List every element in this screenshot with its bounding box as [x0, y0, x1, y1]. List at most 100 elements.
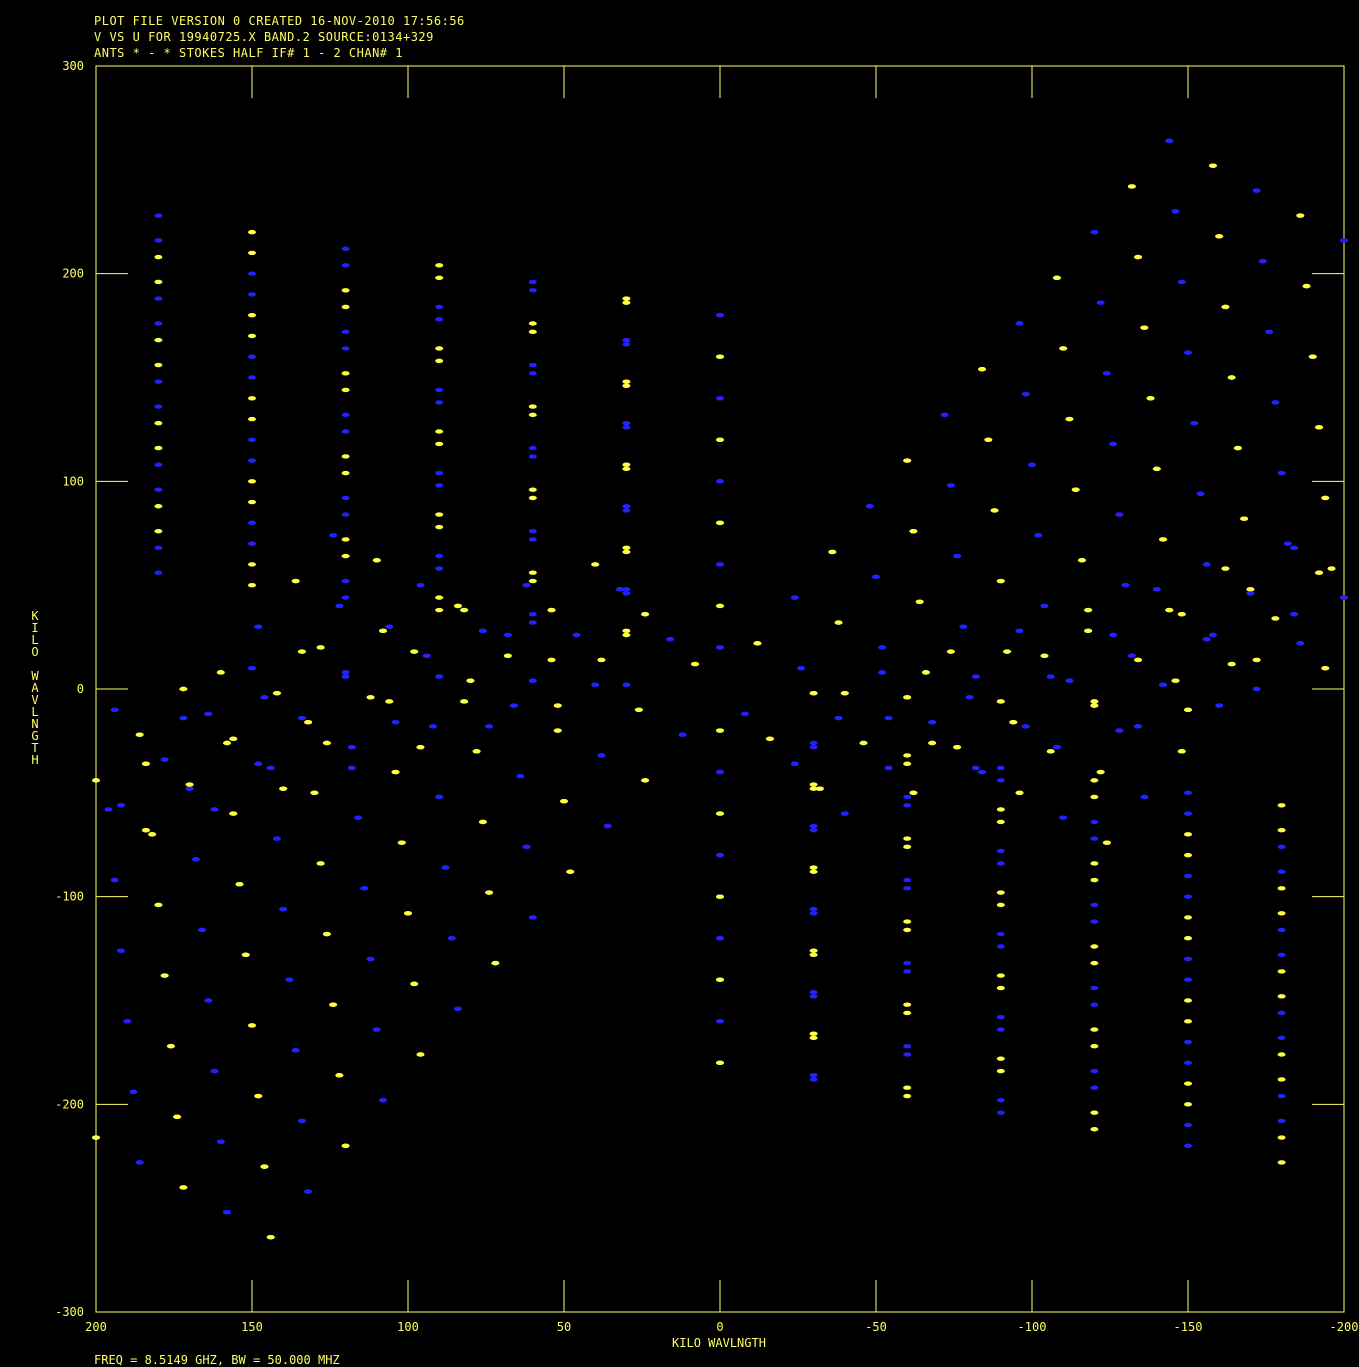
uv-point	[329, 533, 338, 538]
uv-point-mirror	[903, 1093, 912, 1099]
uv-point	[1277, 1052, 1286, 1057]
uv-point	[360, 886, 369, 891]
y-axis-label: KILO WAVLNGTH	[31, 609, 39, 767]
uv-point-mirror	[809, 1035, 818, 1041]
uv-point-mirror	[1271, 616, 1280, 621]
uv-point	[173, 1114, 182, 1119]
uv-point-mirror	[740, 711, 749, 717]
uv-point-mirror	[1221, 304, 1230, 310]
uv-point	[116, 948, 125, 953]
uv-point-mirror	[1134, 657, 1143, 663]
uv-point	[503, 653, 512, 658]
uv-point	[716, 728, 724, 733]
uv-point	[435, 346, 444, 351]
uv-point-mirror	[946, 483, 955, 488]
uv-point	[248, 229, 256, 235]
uv-point-mirror	[1215, 234, 1224, 239]
uv-point-mirror	[435, 607, 444, 613]
uv-point-mirror	[1077, 558, 1086, 563]
uv-point	[1090, 819, 1099, 825]
y-axis-label-char: W	[31, 669, 39, 683]
uv-point	[154, 504, 163, 509]
uv-point	[104, 807, 113, 812]
uv-point-mirror	[1184, 350, 1192, 355]
uv-point-mirror	[1208, 632, 1217, 638]
uv-point	[809, 948, 818, 953]
uv-point-mirror	[622, 383, 631, 389]
uv-point-mirror	[622, 300, 631, 305]
uv-point	[622, 504, 631, 509]
uv-point-mirror	[341, 346, 350, 351]
uv-point-mirror	[1308, 354, 1317, 359]
uv-point	[92, 1135, 100, 1140]
uv-point-mirror	[1084, 628, 1093, 634]
uv-point	[304, 720, 313, 725]
uv-point	[1184, 790, 1192, 796]
uv-point-mirror	[1277, 1035, 1286, 1041]
uv-point	[272, 690, 281, 696]
uv-point	[435, 304, 444, 310]
uv-point	[223, 740, 232, 746]
uv-point	[1184, 873, 1192, 879]
y-axis-label-char: K	[31, 609, 39, 623]
uv-point	[528, 678, 537, 683]
uv-point-mirror	[248, 582, 256, 588]
uv-point-mirror	[1152, 466, 1161, 472]
uv-point-mirror	[1059, 346, 1068, 351]
x-tick-label: 50	[557, 1320, 571, 1334]
uv-point	[491, 960, 500, 966]
uv-point	[335, 603, 344, 609]
uv-point	[185, 786, 194, 791]
uv-point-mirror	[435, 524, 444, 530]
uv-point	[341, 329, 350, 335]
uv-point-mirror	[1159, 537, 1168, 542]
uv-point	[179, 686, 188, 692]
uv-point	[996, 1097, 1005, 1103]
uv-point	[248, 396, 256, 401]
uv-point-mirror	[622, 632, 631, 638]
uv-point-mirror	[1277, 869, 1286, 874]
y-tick-label: -200	[55, 1097, 84, 1111]
uv-point	[1090, 861, 1099, 866]
uv-point	[248, 313, 256, 318]
uv-point	[903, 1002, 912, 1007]
y-axis-label-char: V	[31, 693, 38, 707]
uv-point	[716, 769, 724, 775]
uv-point-mirror	[341, 304, 350, 310]
uv-point	[248, 437, 256, 442]
uv-point-mirror	[903, 761, 912, 766]
y-axis-label-char: N	[31, 717, 38, 731]
uv-point	[198, 927, 207, 933]
uv-point-mirror	[154, 445, 163, 451]
uv-point	[316, 861, 325, 866]
y-tick-label: 100	[62, 474, 84, 488]
uv-point-mirror	[248, 333, 256, 339]
uv-point-mirror	[909, 790, 918, 796]
uv-point-mirror	[1090, 877, 1099, 883]
uv-point-mirror	[341, 429, 350, 434]
uv-point-mirror	[154, 238, 163, 243]
uv-point-mirror	[1052, 275, 1061, 281]
uv-point-mirror	[1140, 794, 1149, 800]
uv-point-mirror	[716, 645, 724, 650]
uv-point	[341, 537, 350, 542]
uv-point-mirror	[154, 404, 163, 409]
uv-point-mirror	[1090, 699, 1099, 704]
uv-point-mirror	[809, 828, 818, 833]
uv-point	[248, 666, 256, 671]
uv-point	[335, 1073, 344, 1078]
uv-point	[347, 765, 356, 771]
uv-point	[216, 1139, 225, 1144]
uv-point-mirror	[1003, 649, 1012, 654]
uv-point	[297, 715, 306, 721]
uv-point	[1090, 1110, 1099, 1115]
y-axis-label-char: L	[31, 633, 38, 647]
uv-point-mirror	[1109, 632, 1118, 638]
uv-point	[248, 1023, 256, 1028]
uv-point	[903, 794, 912, 800]
uv-point-mirror	[154, 279, 163, 285]
uv-point-mirror	[1115, 728, 1124, 733]
uv-point	[366, 956, 375, 962]
uv-point-mirror	[996, 861, 1005, 866]
y-axis-label-char: T	[31, 741, 38, 755]
